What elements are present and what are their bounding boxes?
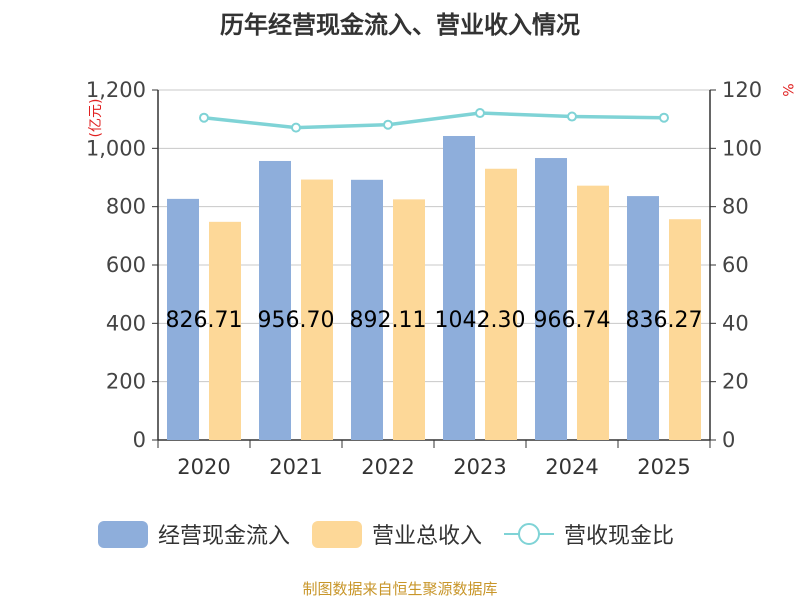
bar-营业总收入 (577, 185, 609, 440)
data-label: 892.11 (350, 308, 427, 333)
data-labels: 826.71 956.70 892.11 1042.30 966.74 836.27 (166, 308, 703, 333)
line-point (291, 122, 301, 133)
bar-经营现金流入 (259, 160, 291, 440)
legend-swatch (312, 521, 362, 548)
left-axis-unit: (亿元) (88, 99, 104, 138)
left-tick-label: 400 (106, 311, 146, 335)
line-point (475, 108, 485, 119)
bar-经营现金流入 (351, 179, 383, 440)
line-point (383, 119, 393, 130)
legend-label: 营业总收入 (372, 524, 482, 549)
right-tick-label: 40 (722, 311, 749, 335)
left-tick-label: 0 (133, 428, 146, 452)
data-label: 956.70 (258, 308, 335, 333)
legend-marker (518, 523, 540, 545)
data-label: 1042.30 (435, 308, 526, 333)
left-tick-label: 1,200 (86, 78, 146, 102)
bar-经营现金流入 (627, 196, 659, 440)
axes: 0 200 400 600 800 1,000 1,200 0 20 40 60 80 100 120 20… (86, 78, 762, 479)
bar-经营现金流入 (443, 135, 475, 440)
line-point (659, 112, 669, 123)
bar-营业总收入 (301, 179, 333, 440)
gridlines (158, 89, 710, 383)
ratio-line (199, 108, 669, 133)
legend-swatch (98, 521, 148, 548)
x-tick-label: 2022 (361, 455, 414, 479)
left-tick-label: 800 (106, 195, 146, 219)
right-tick-label: 20 (722, 370, 749, 394)
right-tick-label: 80 (722, 195, 749, 219)
left-tick-label: 1,000 (86, 136, 146, 160)
bars (167, 135, 701, 440)
x-tick-label: 2025 (637, 455, 690, 479)
right-tick-label: 60 (722, 253, 749, 277)
data-label: 966.74 (534, 308, 611, 333)
right-tick-label: 120 (722, 78, 762, 102)
right-axis-unit: % (779, 83, 795, 96)
bar-营业总收入 (485, 168, 517, 440)
data-label: 836.27 (626, 308, 703, 333)
bar-营业总收入 (393, 199, 425, 440)
line-point (567, 111, 577, 122)
data-label: 826.71 (166, 308, 243, 333)
bar-经营现金流入 (535, 158, 567, 440)
chart-title: 历年经营现金流入、营业收入情况 (220, 11, 580, 39)
left-tick-label: 200 (106, 370, 146, 394)
x-tick-label: 2023 (453, 455, 506, 479)
legend-label: 营收现金比 (564, 524, 674, 549)
bar-营业总收入 (669, 219, 701, 440)
right-tick-label: 100 (722, 136, 762, 160)
legend-label: 经营现金流入 (158, 524, 290, 549)
bar-营业总收入 (209, 221, 241, 440)
bar-经营现金流入 (167, 198, 199, 440)
x-tick-label: 2021 (269, 455, 322, 479)
left-tick-label: 600 (106, 253, 146, 277)
legend: 经营现金流入 营业总收入 营收现金比 (98, 521, 674, 549)
line-point (199, 112, 209, 123)
right-tick-label: 0 (722, 428, 735, 452)
x-tick-label: 2024 (545, 455, 598, 479)
line-营收现金比 (203, 111, 665, 130)
x-tick-label: 2020 (177, 455, 230, 479)
source-note: 制图数据来自恒生聚源数据库 (302, 580, 497, 598)
